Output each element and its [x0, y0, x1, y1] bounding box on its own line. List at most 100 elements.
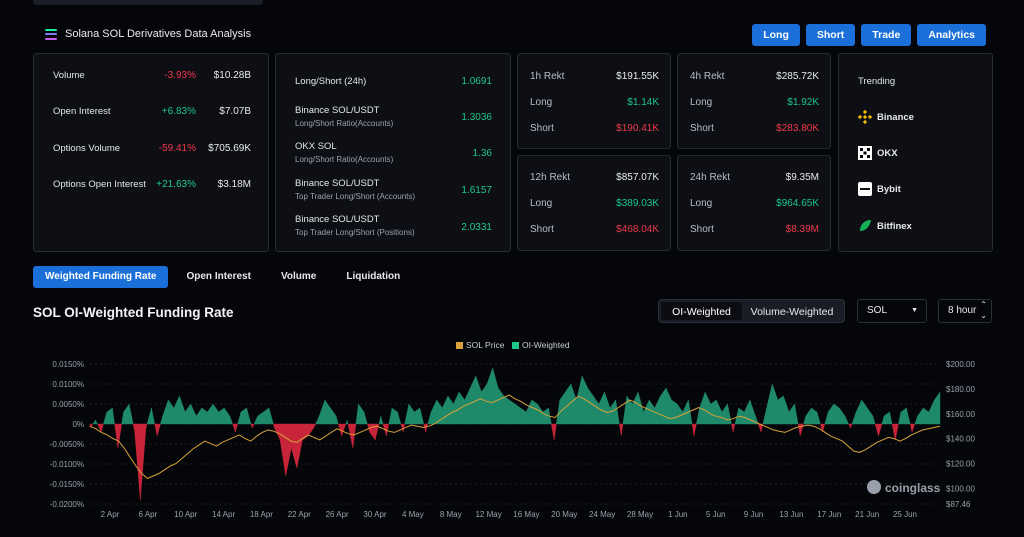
funding-area-segment	[179, 395, 186, 425]
funding-area-segment	[156, 423, 161, 437]
funding-area-segment	[503, 395, 510, 425]
funding-area-segment	[671, 399, 678, 425]
funding-rate-chart: 0.0150% 0.0100% 0.0050% 0% -0.0050% -0.0100% -…	[50, 340, 976, 519]
funding-area-segment	[391, 407, 398, 425]
analytics-button[interactable]: Analytics	[917, 24, 986, 46]
x-tick-label: 12 May	[475, 510, 501, 519]
tab-liquidation[interactable]: Liquidation	[346, 271, 401, 282]
bybit-icon	[858, 182, 872, 196]
funding-area-segment	[520, 407, 527, 425]
chart-legend: SOL Price OI-Weighted	[456, 340, 570, 350]
funding-area-segment	[207, 403, 214, 425]
funding-area-segment	[553, 423, 557, 441]
funding-area-segment	[352, 423, 357, 449]
funding-area-segment	[313, 423, 316, 429]
funding-area-segment	[347, 419, 349, 425]
funding-area-segment	[358, 403, 365, 425]
long-button[interactable]: Long	[752, 24, 800, 46]
ratio-sublabel: Top Trader Long/Short (Positions)	[295, 228, 415, 237]
funding-area-segment	[240, 407, 247, 425]
rekt-short-label: Short	[690, 224, 714, 235]
rekt-short-label: Short	[530, 123, 554, 134]
x-tick-label: 24 May	[589, 510, 615, 519]
funding-area-segment	[425, 423, 429, 433]
funding-area-segment	[721, 403, 728, 425]
trending-item-binance[interactable]: Binance	[858, 110, 914, 124]
ratio-label: Binance SOL/USDT	[295, 214, 380, 225]
rekt-total: $9.35M	[785, 172, 819, 183]
funding-area-segment	[397, 411, 402, 425]
funding-area-segment	[727, 403, 732, 425]
funding-area-segment	[923, 407, 930, 425]
funding-area-segment	[883, 411, 890, 425]
funding-area-segment	[911, 423, 916, 433]
funding-area-segment	[654, 395, 661, 425]
funding-area-segment	[900, 407, 907, 425]
funding-area-segment	[604, 391, 611, 425]
rekt-long-value: $964.65K	[776, 198, 819, 209]
trade-button[interactable]: Trade	[861, 24, 912, 46]
funding-area-segment	[378, 415, 381, 425]
y-left-tick-label: 0.0050%	[52, 400, 84, 409]
funding-area-segment	[934, 391, 941, 425]
volume-weighted-option[interactable]: Volume-Weighted	[750, 306, 834, 318]
funding-area-segment	[345, 419, 348, 425]
funding-area-segment	[380, 415, 384, 425]
funding-area-segment	[895, 423, 899, 441]
funding-area-segment	[257, 411, 264, 425]
rekt-total: $191.55K	[616, 71, 659, 82]
stat-change: -59.41%	[158, 142, 196, 154]
tab-open-interest[interactable]: Open Interest	[186, 271, 251, 282]
funding-area-segment	[404, 403, 409, 425]
stat-change: +6.83%	[161, 105, 196, 117]
tab-volume[interactable]: Volume	[280, 271, 317, 282]
interval-select[interactable]: 8 hour ⌃ ⌄	[938, 299, 992, 323]
funding-area-segment	[772, 383, 779, 425]
funding-area-segment	[232, 423, 236, 433]
rekt-short-label: Short	[690, 123, 714, 134]
x-tick-label: 22 Apr	[288, 510, 311, 519]
tab-weighted-funding-rate[interactable]: Weighted Funding Rate	[33, 266, 169, 288]
funding-area-segment	[151, 407, 155, 425]
y-right-tick-label: $120.00	[946, 460, 975, 469]
funding-area-segment	[827, 403, 834, 425]
x-tick-label: 4 May	[402, 510, 424, 519]
stat-change: +21.63%	[156, 178, 196, 190]
funding-area-segment	[132, 423, 135, 433]
y-left-tick-label: 0.0150%	[52, 360, 84, 369]
trending-card: Trending Binance OKX Bybit Bitfinex	[838, 53, 993, 252]
trending-label: Bitfinex	[877, 220, 912, 232]
x-tick-label: 26 Apr	[326, 510, 349, 519]
funding-area-segment	[229, 415, 233, 425]
funding-area-segment	[279, 423, 286, 477]
x-tick-label: 30 Apr	[363, 510, 386, 519]
caret-down-icon: ▼	[911, 307, 918, 314]
x-tick-label: 16 May	[513, 510, 539, 519]
funding-area-segment	[486, 367, 493, 425]
x-tick-label: 10 Apr	[174, 510, 197, 519]
short-button[interactable]: Short	[805, 24, 856, 46]
y-right-tick-label: $160.00	[946, 410, 975, 419]
ratio-label: Binance SOL/USDT	[295, 178, 380, 189]
funding-area-segment	[117, 423, 122, 449]
stat-label: Options Volume	[53, 142, 121, 154]
funding-area-segment	[100, 423, 104, 433]
funding-area-segment	[898, 411, 902, 425]
funding-area-segment	[906, 407, 911, 425]
funding-area-segment	[263, 407, 270, 425]
trending-item-okx[interactable]: OKX	[858, 146, 898, 160]
funding-area-segment	[615, 399, 620, 425]
funding-area-segment	[341, 423, 347, 437]
funding-area-segment	[833, 403, 840, 425]
coin-select[interactable]: SOL ▼	[857, 299, 927, 323]
funding-area-segment	[570, 383, 577, 425]
funding-area-segment	[851, 411, 857, 425]
oi-weighted-option[interactable]: OI-Weighted	[661, 302, 742, 320]
x-tick-label: 21 Jun	[855, 510, 879, 519]
trending-item-bitfinex[interactable]: Bitfinex	[858, 219, 912, 233]
funding-area-segment	[537, 403, 544, 425]
funding-area-segment	[145, 423, 148, 429]
trending-item-bybit[interactable]: Bybit	[858, 182, 901, 196]
market-stats-card: Volume -3.93% $10.28B Open Interest +6.83% $…	[33, 53, 269, 252]
funding-area-segment	[427, 411, 432, 425]
